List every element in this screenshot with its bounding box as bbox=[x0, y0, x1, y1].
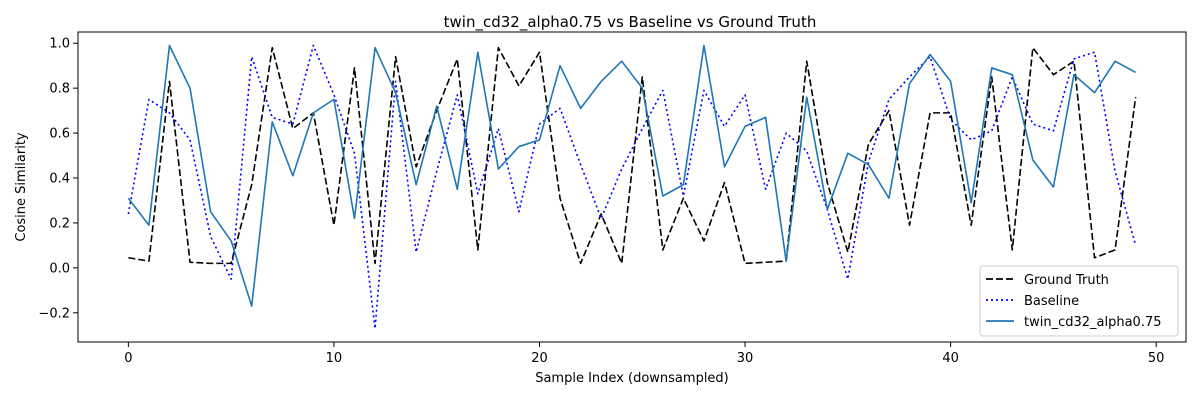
x-tick-label: 10 bbox=[326, 351, 343, 366]
x-tick-label: 50 bbox=[1148, 351, 1165, 366]
series-line bbox=[128, 46, 1137, 265]
series-line bbox=[127, 44, 1137, 307]
y-tick-label: 0.6 bbox=[49, 127, 70, 142]
plot-area bbox=[77, 31, 1187, 343]
legend-box bbox=[979, 265, 1179, 337]
x-tick-label: 30 bbox=[737, 351, 754, 366]
y-axis: −0.2 0.0 0.2 0.4 0.6 0.8 1.0 bbox=[38, 37, 78, 321]
legend-label: twin_cd32_alpha0.75 bbox=[1024, 315, 1162, 330]
y-tick-label: 0.0 bbox=[49, 261, 70, 276]
y-tick-label: 0.2 bbox=[49, 216, 70, 231]
x-tick-label: 20 bbox=[531, 351, 548, 366]
legend-label: Ground Truth bbox=[1024, 273, 1109, 288]
x-tick-label: 0 bbox=[124, 351, 132, 366]
legend-label: Baseline bbox=[1024, 294, 1079, 309]
x-axis-label: Sample Index (downsampled) bbox=[535, 371, 729, 386]
y-tick-label: −0.2 bbox=[38, 306, 70, 321]
series-line bbox=[127, 44, 1137, 330]
chart-title: twin_cd32_alpha0.75 vs Baseline vs Groun… bbox=[444, 13, 817, 32]
legend: Ground Truth Baseline twin_cd32_alpha0.75 bbox=[979, 265, 1179, 337]
y-tick-label: 1.0 bbox=[49, 37, 70, 52]
x-tick-label: 40 bbox=[942, 351, 959, 366]
x-axis: 0 10 20 30 40 50 bbox=[124, 342, 1164, 366]
y-tick-label: 0.8 bbox=[49, 82, 70, 97]
y-axis-label: Cosine Similarity bbox=[14, 132, 29, 242]
series-layer bbox=[127, 44, 1137, 330]
y-tick-label: 0.4 bbox=[49, 172, 70, 187]
plot-frame bbox=[77, 31, 1187, 343]
